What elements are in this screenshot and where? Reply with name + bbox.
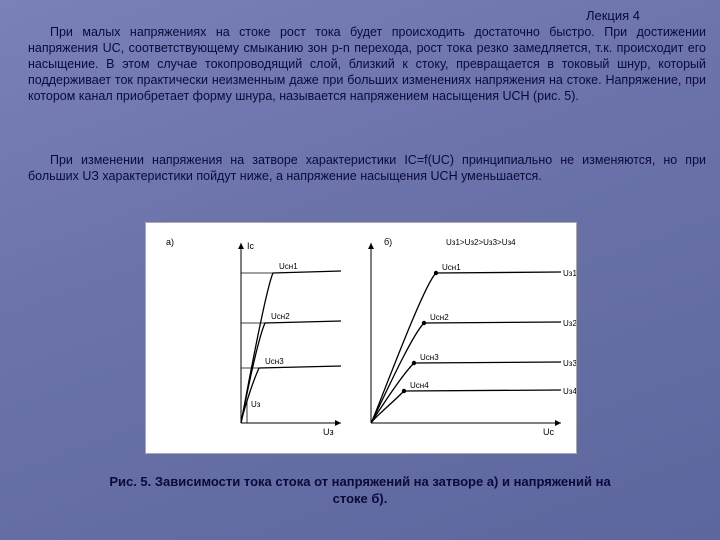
svg-text:а): а) [166, 237, 174, 247]
svg-text:Uсн2: Uсн2 [271, 312, 290, 321]
svg-text:Uсн2: Uсн2 [430, 313, 449, 322]
svg-text:Uз1>Uз2>Uз3>Uз4: Uз1>Uз2>Uз3>Uз4 [446, 238, 516, 247]
svg-text:Uсн3: Uсн3 [420, 353, 439, 362]
svg-text:Uc: Uc [543, 427, 554, 437]
paragraph-1: При малых напряжениях на стоке рост тока… [28, 24, 706, 104]
svg-text:Uз: Uз [323, 427, 334, 437]
paragraph-2: При изменении напряжения на затворе хара… [28, 152, 706, 184]
svg-text:Uз3: Uз3 [563, 359, 576, 368]
svg-text:Uз1: Uз1 [563, 269, 576, 278]
svg-text:б): б) [384, 237, 392, 247]
figure-5: а) Ic Uз Uсн1 Uсн2 Uсн3 Uз б) Uз1>Uз2>Uз3>Uз4 Uc U… [145, 222, 577, 454]
svg-text:Ic: Ic [247, 241, 255, 251]
lecture-number: Лекция 4 [586, 8, 640, 23]
svg-text:Uсн4: Uсн4 [410, 381, 429, 390]
svg-text:Uз2: Uз2 [563, 319, 576, 328]
paragraph-2-text: При изменении напряжения на затворе хара… [28, 153, 706, 183]
svg-text:Uсн1: Uсн1 [442, 263, 461, 272]
svg-text:Uз: Uз [251, 400, 261, 409]
paragraph-1-text: При малых напряжениях на стоке рост тока… [28, 25, 706, 103]
svg-text:Uсн3: Uсн3 [265, 357, 284, 366]
figure-5-svg: а) Ic Uз Uсн1 Uсн2 Uсн3 Uз б) Uз1>Uз2>Uз3>Uз4 Uc U… [146, 223, 576, 453]
svg-text:Uз4: Uз4 [563, 387, 576, 396]
figure-5-caption: Рис. 5. Зависимости тока стока от напряж… [90, 473, 630, 508]
svg-text:Uсн1: Uсн1 [279, 262, 298, 271]
